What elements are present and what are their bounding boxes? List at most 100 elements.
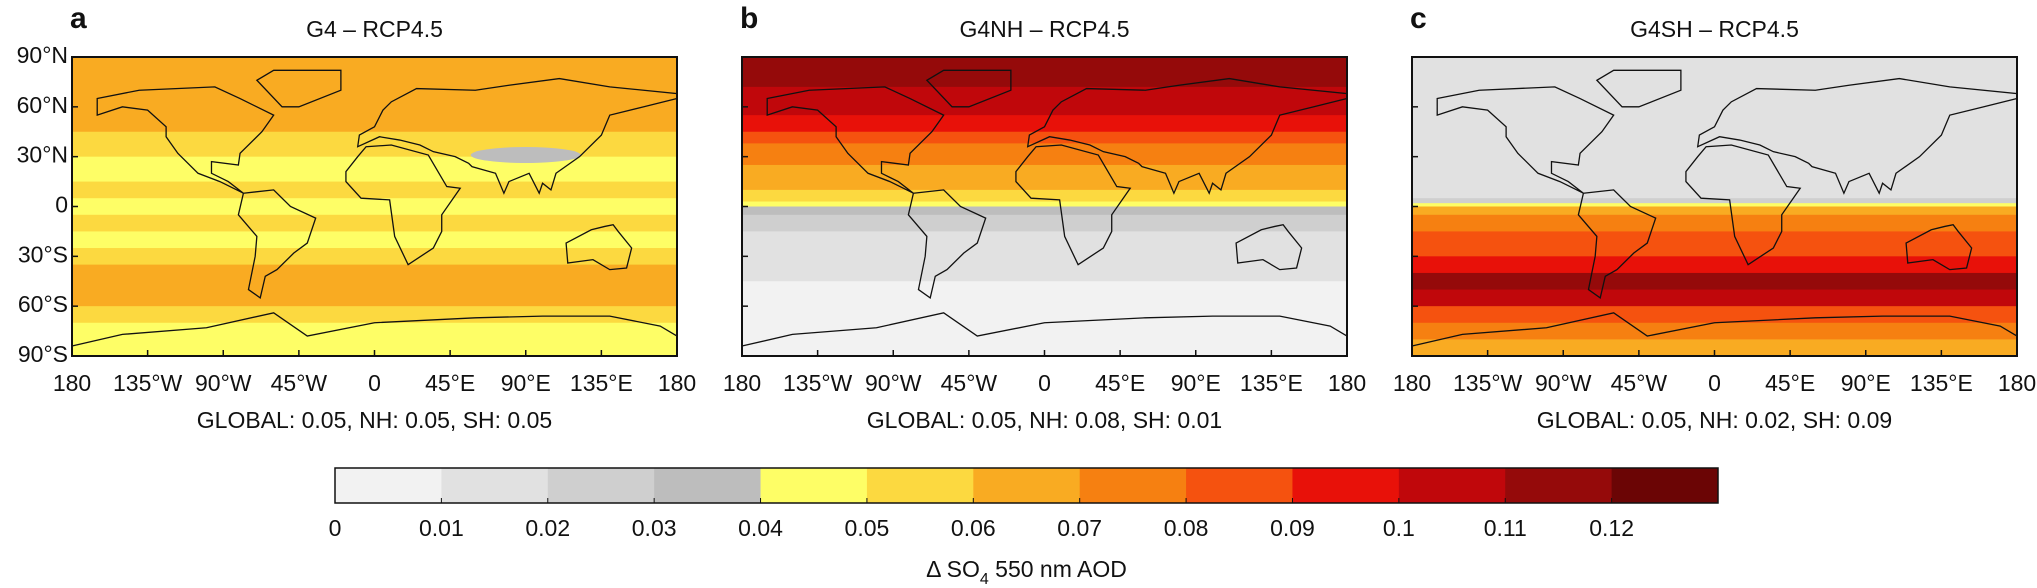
coastline bbox=[1577, 189, 1657, 299]
aod-band bbox=[1412, 231, 2017, 257]
lon-label: 45°W bbox=[271, 370, 328, 396]
aod-band bbox=[1412, 214, 2017, 232]
colorbar-tick-label: 0.07 bbox=[1057, 515, 1102, 541]
colorbar-segment bbox=[1611, 468, 1719, 503]
lon-label: 0 bbox=[368, 370, 381, 396]
panel-stats: GLOBAL: 0.05, NH: 0.08, SH: 0.01 bbox=[867, 407, 1222, 433]
lat-label: 30°N bbox=[17, 142, 68, 168]
aod-band bbox=[72, 214, 677, 232]
map-panel bbox=[71, 56, 678, 357]
aod-band bbox=[1412, 306, 2017, 324]
lon-label: 45°E bbox=[1765, 370, 1815, 396]
lon-label: 180 bbox=[723, 370, 761, 396]
panel-stats: GLOBAL: 0.05, NH: 0.02, SH: 0.09 bbox=[1537, 407, 1892, 433]
aod-band bbox=[72, 264, 677, 307]
lat-label: 90°N bbox=[17, 42, 68, 68]
aod-band bbox=[742, 214, 1347, 232]
lon-label: 45°W bbox=[1611, 370, 1668, 396]
lat-label: 0 bbox=[55, 192, 68, 218]
colorbar-label-part: 550 nm AOD bbox=[989, 556, 1127, 582]
coastline bbox=[925, 69, 1012, 108]
coastline bbox=[907, 189, 987, 299]
panel-title: G4 – RCP4.5 bbox=[306, 16, 443, 42]
aod-band bbox=[72, 198, 677, 216]
lon-label: 45°E bbox=[425, 370, 475, 396]
map-panel bbox=[741, 56, 1348, 357]
colorbar-label-part: 4 bbox=[980, 571, 989, 588]
aod-band bbox=[72, 181, 677, 199]
colorbar-segment bbox=[866, 468, 974, 503]
colorbar-segment bbox=[441, 468, 549, 503]
lon-label: 135°W bbox=[113, 370, 183, 396]
aod-band bbox=[742, 143, 1347, 166]
lon-label: 90°E bbox=[1841, 370, 1891, 396]
coastline bbox=[356, 77, 678, 195]
lat-label: 30°S bbox=[18, 241, 68, 267]
colorbar-label-part: Δ SO bbox=[926, 556, 980, 582]
lon-label: 90°W bbox=[195, 370, 252, 396]
colorbar-segment bbox=[1079, 468, 1187, 503]
panel-letter: b bbox=[740, 2, 758, 35]
colorbar-segment bbox=[760, 468, 868, 503]
aod-band bbox=[72, 57, 677, 91]
aod-band bbox=[742, 57, 1347, 88]
aod-band bbox=[72, 248, 677, 266]
coastline bbox=[1411, 312, 2018, 347]
colorbar-tick-label: 0.03 bbox=[632, 515, 677, 541]
lon-label: 180 bbox=[53, 370, 91, 396]
lon-label: 135°E bbox=[1240, 370, 1303, 396]
coastline bbox=[1685, 144, 1802, 266]
aod-band bbox=[72, 131, 677, 158]
lon-label: 180 bbox=[1328, 370, 1366, 396]
aod-band bbox=[1412, 272, 2017, 291]
aod-band bbox=[72, 306, 677, 324]
aod-band bbox=[1412, 198, 2017, 204]
lon-label: 90°W bbox=[865, 370, 922, 396]
aod-band bbox=[72, 156, 677, 183]
coastline bbox=[565, 224, 633, 271]
aod-band bbox=[742, 206, 1347, 216]
coastline bbox=[1436, 86, 1615, 194]
map-panel bbox=[1411, 56, 2018, 357]
aod-band bbox=[1412, 203, 2017, 207]
lon-label: 0 bbox=[1708, 370, 1721, 396]
coastline bbox=[345, 144, 462, 266]
panel-stats: GLOBAL: 0.05, NH: 0.05, SH: 0.05 bbox=[197, 407, 552, 433]
aod-band bbox=[1412, 206, 2017, 216]
lat-label: 60°N bbox=[17, 92, 68, 118]
aod-band bbox=[742, 131, 1347, 144]
colorbar-label: Δ SO4 550 nm AOD bbox=[926, 556, 1127, 588]
coastline bbox=[766, 86, 945, 194]
colorbar-segment bbox=[1292, 468, 1400, 503]
colorbar-tick-label: 0.01 bbox=[419, 515, 464, 541]
lon-label: 45°W bbox=[941, 370, 998, 396]
lon-label: 90°E bbox=[1171, 370, 1221, 396]
colorbar-tick-label: 0.09 bbox=[1270, 515, 1315, 541]
aod-band bbox=[742, 164, 1347, 191]
aod-band bbox=[742, 201, 1347, 207]
coastline bbox=[1696, 77, 2018, 195]
lon-label: 135°W bbox=[783, 370, 853, 396]
lat-label: 90°S bbox=[18, 341, 68, 367]
colorbar-segment bbox=[335, 468, 442, 503]
lon-label: 180 bbox=[1393, 370, 1431, 396]
lon-label: 45°E bbox=[1095, 370, 1145, 396]
lon-label: 180 bbox=[658, 370, 696, 396]
aod-band bbox=[72, 90, 677, 133]
coastline bbox=[1235, 224, 1303, 271]
lon-label: 0 bbox=[1038, 370, 1051, 396]
colorbar-tick-label: 0.06 bbox=[951, 515, 996, 541]
colorbar-tick-label: 0.12 bbox=[1589, 515, 1634, 541]
colorbar-tick-label: 0.02 bbox=[525, 515, 570, 541]
coastline bbox=[1026, 77, 1348, 195]
aod-band bbox=[1412, 57, 2017, 199]
coastline bbox=[96, 86, 275, 194]
colorbar-tick-label: 0.05 bbox=[845, 515, 890, 541]
coastline bbox=[255, 69, 342, 108]
colorbar-segment bbox=[547, 468, 655, 503]
colorbar-segment bbox=[654, 468, 762, 503]
aod-band bbox=[1412, 256, 2017, 274]
aod-patch bbox=[470, 147, 581, 164]
lat-label: 60°S bbox=[18, 291, 68, 317]
